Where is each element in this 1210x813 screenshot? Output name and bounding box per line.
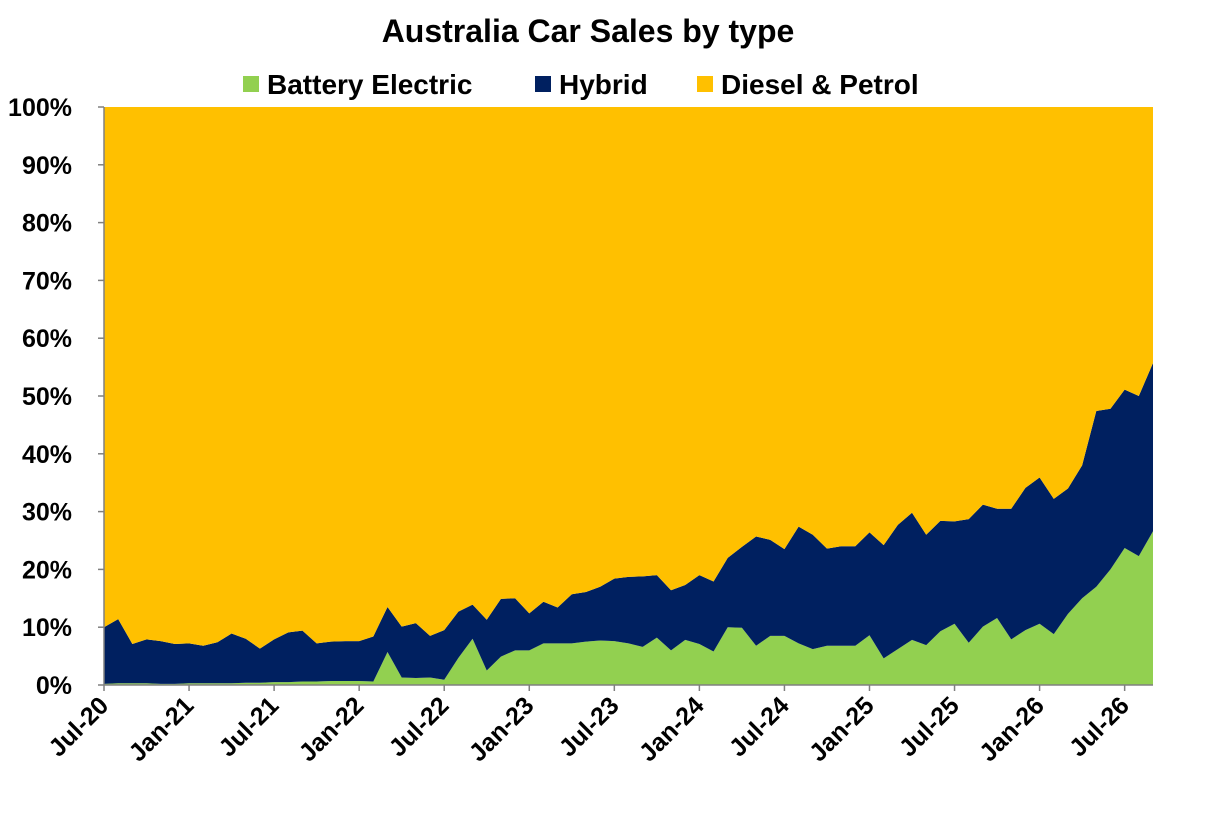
x-tick-label: Jan-25: [804, 691, 880, 767]
x-tick-label: Jul-23: [554, 691, 625, 762]
area-battery-electric: [104, 531, 1153, 685]
x-axis-ticks: Jul-20 Jan-21 Jul-21 Jan-22 Jul-22 Jan-23 Jul-…: [43, 685, 1135, 767]
x-tick-label: Jan-24: [634, 691, 710, 767]
y-axis-ticks: 0% 10% 20% 30% 40% 50% 60% 70% 80% 90% 100%: [8, 94, 104, 700]
y-tick-label: 30%: [22, 499, 72, 527]
plot-areas: [104, 107, 1153, 685]
y-tick-label: 0%: [36, 672, 72, 700]
x-tick-label: Jan-26: [974, 691, 1050, 767]
y-tick-label: 10%: [22, 614, 72, 642]
chart-title: Australia Car Sales by type: [382, 13, 795, 49]
legend-label: Battery Electric: [267, 69, 472, 100]
y-tick-label: 40%: [22, 441, 72, 469]
x-tick-label: Jan-21: [123, 691, 199, 767]
y-tick-label: 100%: [8, 94, 72, 122]
x-tick-label: Jul-25: [894, 691, 965, 762]
x-tick-label: Jan-22: [294, 691, 370, 767]
x-tick-label: Jul-26: [1064, 691, 1135, 762]
area-diesel-petrol: [104, 107, 1153, 649]
x-tick-label: Jul-24: [724, 691, 795, 762]
y-tick-label: 20%: [22, 556, 72, 584]
x-tick-label: Jul-22: [384, 691, 455, 762]
legend-swatch: [697, 76, 713, 92]
legend-label: Hybrid: [559, 69, 648, 100]
y-tick-label: 80%: [22, 210, 72, 238]
area-hybrid: [104, 363, 1153, 684]
x-tick-label: Jul-21: [213, 691, 284, 762]
legend-item-hybrid: Hybrid: [535, 69, 648, 100]
y-tick-label: 50%: [22, 383, 72, 411]
y-tick-label: 60%: [22, 325, 72, 353]
y-tick-label: 90%: [22, 152, 72, 180]
legend: Battery Electric Hybrid Diesel & Petrol: [243, 69, 919, 100]
legend-label: Diesel & Petrol: [721, 69, 919, 100]
legend-swatch: [243, 76, 259, 92]
x-tick-label: Jul-20: [43, 691, 114, 762]
legend-item-diesel-petrol: Diesel & Petrol: [697, 69, 919, 100]
x-tick-label: Jan-23: [464, 691, 540, 767]
legend-swatch: [535, 76, 551, 92]
y-tick-label: 70%: [22, 267, 72, 295]
legend-item-battery-electric: Battery Electric: [243, 69, 472, 100]
